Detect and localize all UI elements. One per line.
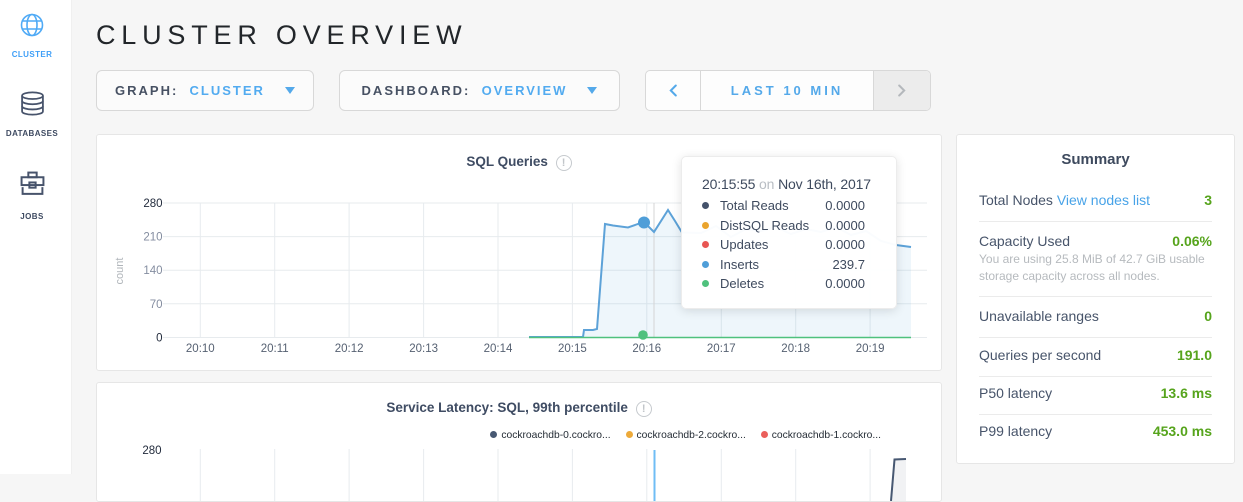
svg-text:70: 70 — [150, 299, 163, 311]
svg-text:20:14: 20:14 — [484, 343, 513, 355]
svg-text:20:15: 20:15 — [558, 343, 587, 355]
svg-text:20:17: 20:17 — [707, 343, 736, 355]
svg-text:0: 0 — [156, 333, 162, 345]
svg-text:20:18: 20:18 — [781, 343, 810, 355]
svg-text:280: 280 — [143, 198, 162, 210]
svg-text:210: 210 — [143, 232, 162, 244]
svg-text:count: count — [114, 258, 126, 285]
svg-text:20:11: 20:11 — [261, 343, 289, 355]
svg-text:140: 140 — [143, 265, 162, 277]
svg-text:20:19: 20:19 — [856, 343, 885, 355]
svg-text:20:10: 20:10 — [186, 343, 215, 355]
svg-text:20:12: 20:12 — [335, 343, 364, 355]
svg-text:20:13: 20:13 — [409, 343, 438, 355]
svg-text:280: 280 — [142, 445, 161, 457]
svg-text:20:16: 20:16 — [632, 343, 661, 355]
